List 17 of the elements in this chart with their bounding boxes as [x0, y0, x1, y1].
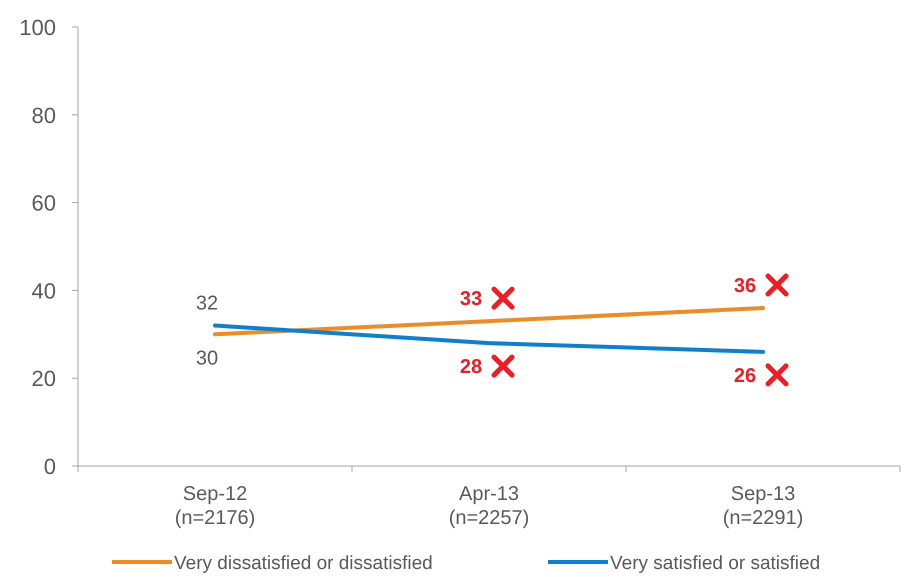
data-label: 26	[734, 364, 756, 387]
y-tick-label: 20	[32, 366, 56, 392]
legend-label: Very dissatisfied or dissatisfied	[174, 553, 433, 574]
x-tick-label: Sep-12 (n=2176)	[174, 483, 256, 529]
y-tick-label: 80	[32, 102, 56, 128]
x-tick-label: Apr-13 (n=2257)	[448, 483, 530, 529]
y-tick-label: 100	[19, 15, 56, 40]
data-label: 36	[734, 274, 756, 297]
y-tick-label: 0	[44, 454, 56, 479]
y-tick-label: 60	[32, 190, 56, 216]
data-label: 28	[460, 356, 482, 378]
legend-label: Very satisfied or satisfied	[610, 553, 820, 574]
data-label: 30	[196, 347, 218, 370]
y-tick-label: 40	[32, 278, 56, 304]
data-label: 32	[196, 292, 218, 315]
x-tick-label: Sep-13 (n=2291)	[722, 483, 804, 529]
data-label: 33	[460, 288, 482, 310]
